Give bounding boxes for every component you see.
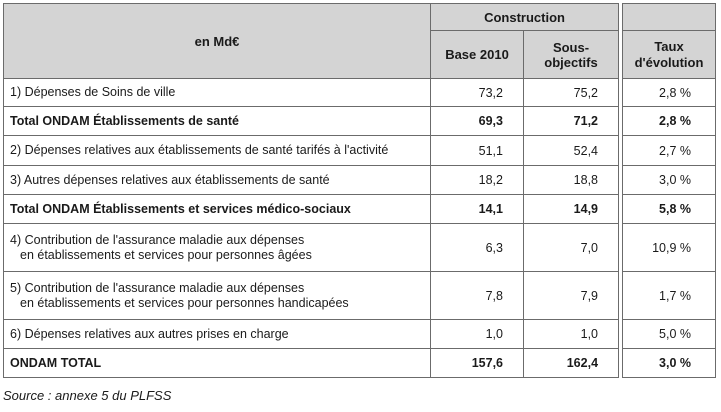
row-label-line2: en établissements et services pour perso… <box>20 247 312 262</box>
construction-header: Construction <box>429 3 620 31</box>
unit-header: en Md€ <box>3 3 431 79</box>
row-label-line1: ONDAM TOTAL <box>10 355 102 370</box>
row-label-line1: 5) Contribution de l'assurance maladie a… <box>10 280 305 295</box>
sous-objectifs-value: 7,0 <box>522 223 620 272</box>
base-2010-value: 18,2 <box>430 165 524 195</box>
taux-evolution-value: 5,8 % <box>622 194 717 224</box>
sous-objectifs-value: 7,9 <box>522 271 620 320</box>
taux-evolution-value: 2,7 % <box>622 135 717 166</box>
row-label: Total ONDAM Établissements de santé <box>3 106 431 136</box>
base-2010-value: 51,1 <box>430 135 524 166</box>
base-2010-value: 14,1 <box>430 194 524 224</box>
header-row-1: en Md€ Construction <box>3 3 717 79</box>
row-label-line2: en établissements et services pour perso… <box>20 295 349 310</box>
row-label-line1: 2) Dépenses relatives aux établissements… <box>10 143 389 157</box>
table-row: 6) Dépenses relatives aux autres prises … <box>3 319 717 349</box>
sous-objectifs-value: 75,2 <box>522 78 620 107</box>
row-label: Total ONDAM Établissements et services m… <box>3 194 431 224</box>
row-label: 1) Dépenses de Soins de ville <box>3 78 431 107</box>
row-label: 4) Contribution de l'assurance maladie a… <box>3 223 431 272</box>
row-label: 6) Dépenses relatives aux autres prises … <box>3 319 431 349</box>
taux-evolution-value: 3,0 % <box>622 348 717 378</box>
taux-header-line1: Taux <box>654 38 684 54</box>
row-label-line1: 3) Autres dépenses relatives aux établis… <box>10 172 330 187</box>
taux-header-top <box>622 3 717 31</box>
base-2010-value: 1,0 <box>430 319 524 349</box>
sous-objectifs-value: 162,4 <box>522 348 620 378</box>
table-row: 5) Contribution de l'assurance maladie a… <box>3 271 717 320</box>
row-label: 3) Autres dépenses relatives aux établis… <box>3 165 431 195</box>
table-row: Total ONDAM Établissements de santé 69,3 7… <box>3 106 717 136</box>
sous-objectifs-header: Sous-objectifs <box>522 30 620 79</box>
ondam-table: en Md€ Construction Base 2010 Sous-objec… <box>3 3 717 378</box>
sous-objectifs-value: 71,2 <box>522 106 620 136</box>
row-label: 2) Dépenses relatives aux établissements… <box>3 135 431 166</box>
row-label: 5) Contribution de l'assurance maladie a… <box>3 271 431 320</box>
row-label-line1: 1) Dépenses de Soins de ville <box>10 85 176 99</box>
row-label-line1: Total ONDAM Établissements de santé <box>10 113 239 128</box>
taux-evolution-value: 5,0 % <box>622 319 717 349</box>
row-label-line1: 4) Contribution de l'assurance maladie a… <box>10 232 305 247</box>
base-2010-header: Base 2010 <box>430 30 524 79</box>
row-label-line1: 6) Dépenses relatives aux autres prises … <box>10 326 289 341</box>
taux-evolution-value: 1,7 % <box>622 271 717 320</box>
taux-header-line2: d'évolution <box>634 54 704 70</box>
table-row: 3) Autres dépenses relatives aux établis… <box>3 165 717 195</box>
taux-evolution-value: 3,0 % <box>622 165 717 195</box>
row-label-line1: Total ONDAM Établissements et services m… <box>10 201 351 216</box>
taux-evolution-value: 10,9 % <box>622 223 717 272</box>
table-row: ONDAM TOTAL 157,6 162,4 3,0 % <box>3 348 717 378</box>
taux-evolution-value: 2,8 % <box>622 106 717 136</box>
base-2010-value: 6,3 <box>430 223 524 272</box>
sous-objectifs-value: 14,9 <box>522 194 620 224</box>
table-row: 4) Contribution de l'assurance maladie a… <box>3 223 717 272</box>
sous-objectifs-value: 1,0 <box>522 319 620 349</box>
base-2010-value: 69,3 <box>430 106 524 136</box>
table-row: 2) Dépenses relatives aux établissements… <box>3 135 717 166</box>
taux-evolution-header: Taux d'évolution <box>622 30 717 79</box>
base-2010-value: 7,8 <box>430 271 524 320</box>
table-row: Total ONDAM Établissements et services m… <box>3 194 717 224</box>
base-2010-value: 73,2 <box>430 78 524 107</box>
table-body: 1) Dépenses de Soins de ville 73,2 75,2 2,8… <box>3 78 717 378</box>
sous-objectifs-value: 18,8 <box>522 165 620 195</box>
base-2010-value: 157,6 <box>430 348 524 378</box>
row-label: ONDAM TOTAL <box>3 348 431 378</box>
source-note: Source : annexe 5 du PLFSS <box>3 388 172 403</box>
table-row: 1) Dépenses de Soins de ville 73,2 75,2 2,8… <box>3 78 717 107</box>
sous-objectifs-value: 52,4 <box>522 135 620 166</box>
taux-evolution-value: 2,8 % <box>622 78 717 107</box>
